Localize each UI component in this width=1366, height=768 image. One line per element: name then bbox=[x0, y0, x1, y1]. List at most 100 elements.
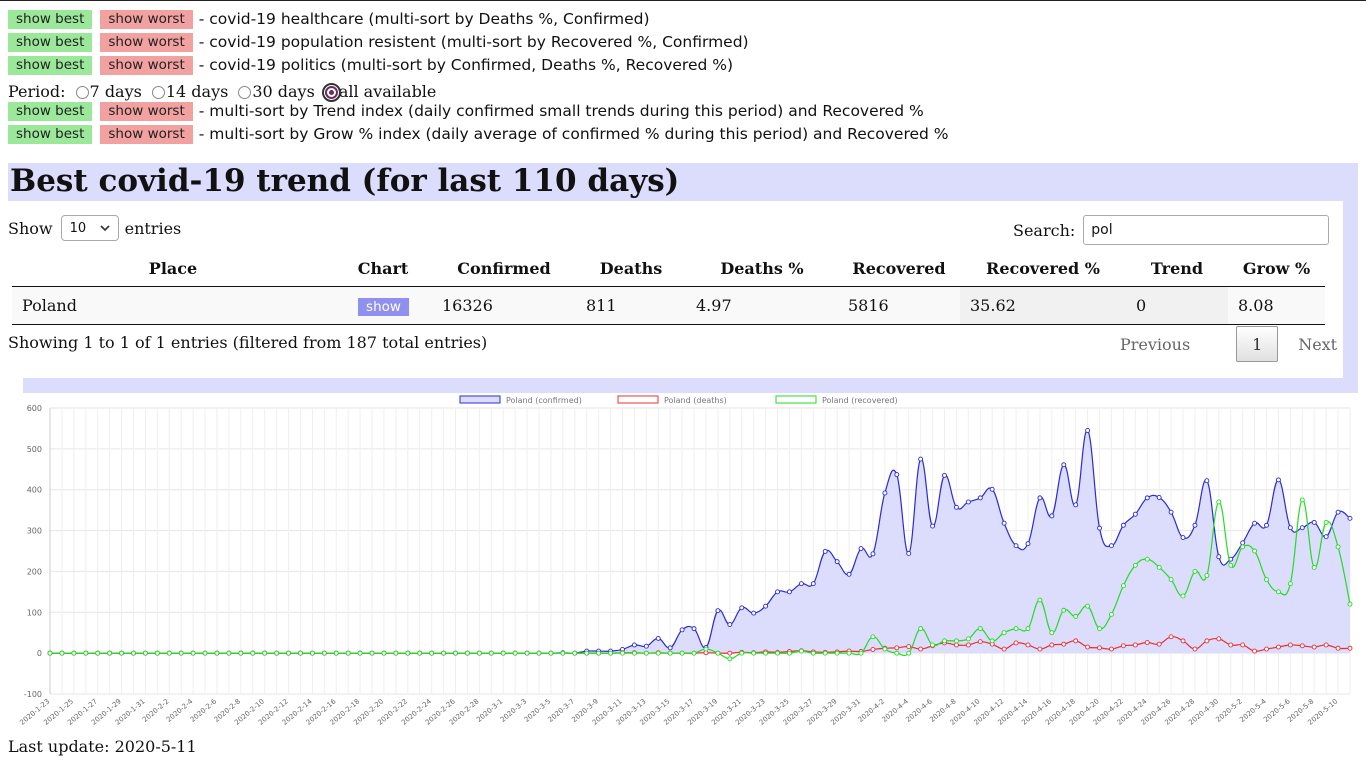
series-deaths-point bbox=[1073, 638, 1079, 644]
show-worst-button[interactable]: show worst bbox=[100, 9, 193, 29]
entries-label: entries bbox=[124, 218, 182, 238]
column-header-deaths-pct[interactable]: Deaths % bbox=[686, 250, 838, 287]
column-header-grow-pct[interactable]: Grow % bbox=[1228, 250, 1325, 287]
show-best-button[interactable]: show best bbox=[8, 124, 93, 144]
series-confirmed-point bbox=[870, 551, 876, 557]
series-recovered-point bbox=[250, 650, 256, 656]
series-recovered-point bbox=[274, 650, 280, 656]
series-recovered-point bbox=[894, 650, 900, 656]
cell-trend: 0 bbox=[1126, 286, 1228, 325]
show-worst-button[interactable]: show worst bbox=[100, 32, 193, 52]
series-deaths-point bbox=[1013, 640, 1019, 646]
show-best-button[interactable]: show best bbox=[8, 32, 93, 52]
series-recovered-point bbox=[393, 650, 399, 656]
series-deaths-point bbox=[894, 645, 900, 651]
series-confirmed-point bbox=[1073, 502, 1079, 508]
series-recovered-point bbox=[810, 650, 816, 656]
series-deaths-point bbox=[1144, 640, 1150, 645]
table-row: Poland show 16326 811 4.97 5816 35.62 0 … bbox=[12, 286, 1325, 325]
show-worst-button[interactable]: show worst bbox=[100, 101, 193, 121]
series-confirmed-point bbox=[977, 495, 983, 501]
show-chart-button[interactable]: show bbox=[358, 297, 409, 316]
series-recovered-point bbox=[512, 650, 518, 656]
radio-all-available[interactable] bbox=[321, 82, 341, 102]
series-recovered-point bbox=[798, 648, 804, 654]
show-best-button[interactable]: show best bbox=[8, 101, 93, 121]
period-label: Period: bbox=[8, 81, 66, 101]
series-recovered-point bbox=[584, 650, 590, 656]
pagination-next[interactable]: Next bbox=[1298, 334, 1338, 354]
show-best-button[interactable]: show best bbox=[8, 9, 93, 29]
series-recovered-point bbox=[166, 650, 172, 656]
series-confirmed-point bbox=[1049, 513, 1055, 519]
series-confirmed-point bbox=[715, 608, 721, 614]
radio-30-days[interactable] bbox=[238, 85, 252, 99]
column-header-place[interactable]: Place bbox=[12, 250, 334, 287]
series-confirmed-point bbox=[1025, 541, 1031, 547]
series-recovered-point bbox=[691, 650, 697, 656]
series-recovered-point bbox=[727, 656, 733, 662]
action-row-trend: show best show worst - multi-sort by Tre… bbox=[8, 101, 924, 121]
series-confirmed-point bbox=[918, 456, 924, 462]
results-panel-header: Best covid-19 trend (for last 110 days) bbox=[8, 163, 1358, 201]
series-deaths-point bbox=[953, 642, 959, 648]
show-worst-button[interactable]: show worst bbox=[100, 55, 193, 75]
series-confirmed-point bbox=[786, 589, 792, 595]
action-row-healthcare: show best show worst - covid-19 healthca… bbox=[8, 9, 650, 29]
series-confirmed-point bbox=[1323, 534, 1329, 540]
series-recovered-point bbox=[1001, 630, 1007, 636]
series-confirmed-point bbox=[906, 551, 912, 556]
series-recovered-point bbox=[178, 650, 184, 656]
series-deaths-point bbox=[1180, 638, 1186, 644]
series-recovered-point bbox=[500, 650, 506, 656]
series-deaths-point bbox=[1347, 645, 1353, 651]
series-deaths-point bbox=[1252, 648, 1258, 654]
radio-7-days[interactable] bbox=[75, 85, 89, 99]
series-recovered-point bbox=[47, 650, 53, 656]
series-recovered-point bbox=[989, 638, 995, 644]
pagination-page-1[interactable]: 1 bbox=[1236, 326, 1279, 362]
column-header-confirmed[interactable]: Confirmed bbox=[432, 250, 576, 287]
pagination: Previous 1 Next bbox=[1120, 326, 1337, 362]
series-recovered-point bbox=[870, 634, 876, 640]
series-confirmed-point bbox=[953, 504, 959, 510]
series-confirmed-point bbox=[655, 635, 661, 641]
column-header-recovered[interactable]: Recovered bbox=[838, 250, 960, 287]
entries-select[interactable]: 10 bbox=[60, 215, 119, 241]
series-recovered-point bbox=[154, 650, 160, 656]
column-header-chart: Chart bbox=[334, 250, 432, 287]
show-worst-button[interactable]: show worst bbox=[100, 124, 193, 144]
column-header-deaths[interactable]: Deaths bbox=[576, 250, 686, 287]
series-confirmed-point bbox=[1311, 519, 1317, 525]
series-recovered-point bbox=[226, 650, 232, 656]
pagination-previous[interactable]: Previous bbox=[1120, 334, 1191, 354]
series-recovered-point bbox=[238, 650, 244, 656]
series-recovered-point bbox=[1264, 577, 1269, 583]
series-recovered-point bbox=[107, 650, 113, 656]
column-header-recovered-pct[interactable]: Recovered % bbox=[960, 250, 1126, 287]
series-confirmed-point bbox=[631, 642, 637, 648]
search-input[interactable]: pol bbox=[1083, 215, 1330, 245]
y-tick-label: 300 bbox=[27, 527, 42, 536]
radio-label: all available bbox=[338, 81, 437, 101]
column-header-trend[interactable]: Trend bbox=[1126, 250, 1228, 287]
series-recovered-point bbox=[464, 650, 470, 656]
series-deaths-point bbox=[1097, 645, 1102, 651]
series-recovered-point bbox=[1025, 626, 1031, 632]
series-recovered-point bbox=[1311, 564, 1317, 570]
series-recovered-point bbox=[405, 650, 411, 656]
legend-swatch bbox=[775, 395, 817, 404]
series-confirmed-point bbox=[1192, 522, 1198, 528]
series-recovered-point bbox=[1061, 607, 1067, 613]
series-recovered-point bbox=[333, 650, 339, 656]
radio-14-days[interactable] bbox=[151, 85, 165, 99]
cell-chart: show bbox=[334, 286, 432, 325]
series-recovered-point bbox=[596, 650, 602, 656]
series-confirmed-point bbox=[1204, 478, 1210, 484]
series-recovered-point bbox=[441, 650, 447, 656]
show-best-button[interactable]: show best bbox=[8, 55, 93, 75]
series-confirmed-point bbox=[691, 626, 697, 632]
show-label: Show bbox=[8, 218, 53, 238]
series-recovered-point bbox=[357, 650, 363, 656]
series-confirmed-point bbox=[775, 589, 780, 595]
